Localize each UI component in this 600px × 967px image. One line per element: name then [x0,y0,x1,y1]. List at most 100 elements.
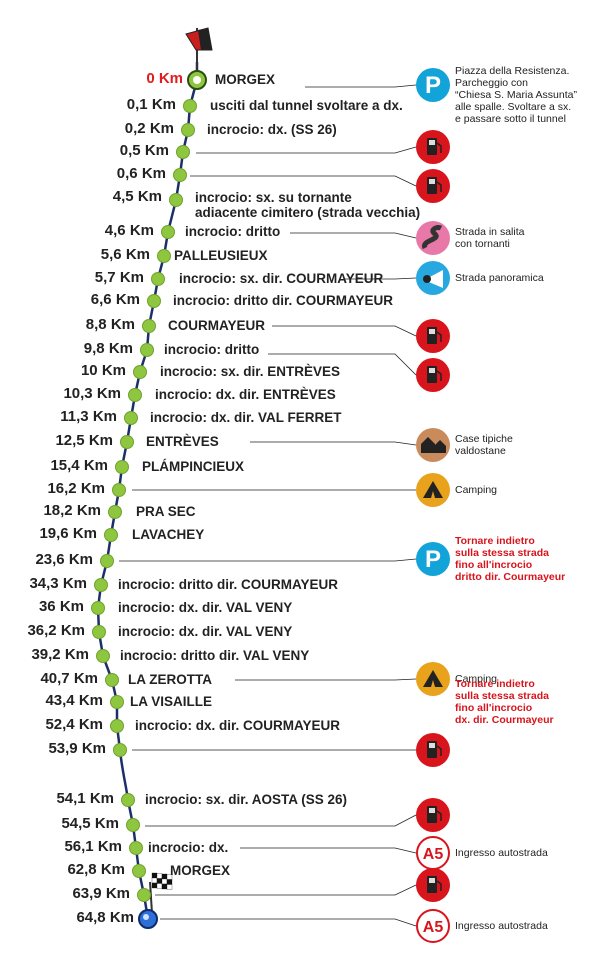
stop-km-label: 4,5 Km [112,188,162,205]
leader-line [160,918,417,927]
route-stop-dot [157,249,171,263]
fuel-icon [416,130,450,164]
stop-description: PALLEUSIEUX [174,248,268,263]
route-stop-dot [181,123,195,137]
route-stop-dot [124,411,138,425]
stop-description: incrocio: sx. dir. ENTRÈVES [160,364,341,379]
stop-description: PLÁMPINCIEUX [142,459,245,474]
panoramic-icon [416,261,450,295]
marker-note: Case tipiche valdostane [455,433,513,457]
stop-description: incrocio: dx. [148,840,229,855]
stop-description: LA VISAILLE [130,694,213,709]
route-stop-dot [176,145,190,159]
stop-description: usciti dal tunnel svoltare a dx. [210,98,403,113]
fuel-icon [416,169,450,203]
route-stop-dot [100,554,114,568]
stop-km-label: 0,5 Km [119,142,169,159]
stop-km-label: 53,9 Km [48,740,106,757]
stop-km-label: 4,6 Km [104,222,154,239]
stop-km-label: 10,3 Km [63,385,121,402]
leader-line [190,175,417,187]
route-stop-dot [120,435,134,449]
stop-km-label: 36 Km [38,598,84,615]
stop-km-label: 56,1 Km [64,838,122,855]
stop-description: incrocio: dritto dir. VAL VENY [120,648,310,663]
end-point-highlight [143,914,149,920]
route-stop-dot [126,818,140,832]
route-stop-dot [132,864,146,878]
leader-line [272,325,417,337]
leader-line [268,353,417,376]
route-stop-dot [112,483,126,497]
camping-icon [416,473,450,507]
stop-km-label: 16,2 Km [47,480,105,497]
stop-km-label: 18,2 Km [43,502,101,519]
stop-km-label: 12,5 Km [55,432,113,449]
stop-km-label: 8,8 Km [85,316,135,333]
fuel-icon [416,798,450,832]
stop-description: incrocio: dritto [164,342,260,357]
stop-km-label: 34,3 Km [29,575,87,592]
stop-km-label: 36,2 Km [27,622,85,639]
svg-text:A5: A5 [423,846,444,863]
stop-km-label: 54,5 Km [61,815,119,832]
stop-km-label: 6,6 Km [90,291,140,308]
stop-description: COURMAYEUR [168,318,266,333]
route-stop-dot [115,460,129,474]
leader-line [196,146,417,154]
svg-text:P: P [425,72,441,99]
stop-km-label: 62,8 Km [67,861,125,878]
stop-description: incrocio: dx. dir. VAL VENY [118,600,293,615]
camping-icon [416,662,450,696]
stop-km-label: 5,7 Km [94,269,144,286]
fuel-icon [416,868,450,902]
stop-km-label: 52,4 Km [45,716,103,733]
leader-line [119,558,417,562]
leader-line [240,847,417,854]
route-stop-dot [151,272,165,286]
route-stop-dot [121,793,135,807]
marker-note: Tornare indietro sulla stessa strada fino … [455,678,554,726]
finish-flag-icon [149,872,173,914]
route-stop-dot [92,625,106,639]
stop-description: PRA SEC [136,504,196,519]
stop-description: incrocio: sx. dir. COURMAYEUR [179,271,384,286]
stop-description: incrocio: sx. dir. AOSTA (SS 26) [145,792,348,807]
stop-description: incrocio: dx. dir. VAL VENY [118,624,293,639]
leader-line [250,441,417,446]
marker-note: Strada panoramica [455,272,544,284]
parking-icon: P [416,542,450,576]
leader-line [345,277,417,280]
route-stop-dot [110,695,124,709]
stop-description: incrocio: dx. (SS 26) [207,122,337,137]
stop-description: incrocio: dx. dir. ENTRÈVES [155,387,336,402]
route-stop-dot [140,343,154,357]
route-stop-dot [105,673,119,687]
route-stop-dot [137,888,151,902]
a5-icon: A5 [416,909,450,943]
stop-description: incrocio: dx. dir. VAL FERRET [150,410,342,425]
route-stop-dot [142,319,156,333]
start-flag-icon [185,27,213,70]
route-stop-dot [104,528,118,542]
route-stop-dot [108,505,122,519]
start-point-center [193,76,201,84]
houses-icon [416,428,450,462]
route-stop-dot [129,841,143,855]
stop-km-label: 11,3 Km [60,408,117,425]
stop-km-label: 10 Km [80,362,126,379]
stop-km-label: 54,1 Km [56,790,114,807]
marker-note: Camping [455,484,498,496]
route-stop-dot [183,99,197,113]
parking-icon: P [416,68,450,102]
route-stop-dot [161,225,175,239]
hairpin-icon [416,221,450,255]
stop-description: LA ZEROTTA [128,672,212,687]
route-stop-dot [94,578,108,592]
route-stop-dot [128,388,142,402]
marker-note: Ingresso autostrada [455,847,548,859]
stop-km-label: 5,6 Km [100,246,150,263]
stop-description: incrocio: dx. dir. COURMAYEUR [135,718,341,733]
stop-km-label: 19,6 Km [39,525,97,542]
